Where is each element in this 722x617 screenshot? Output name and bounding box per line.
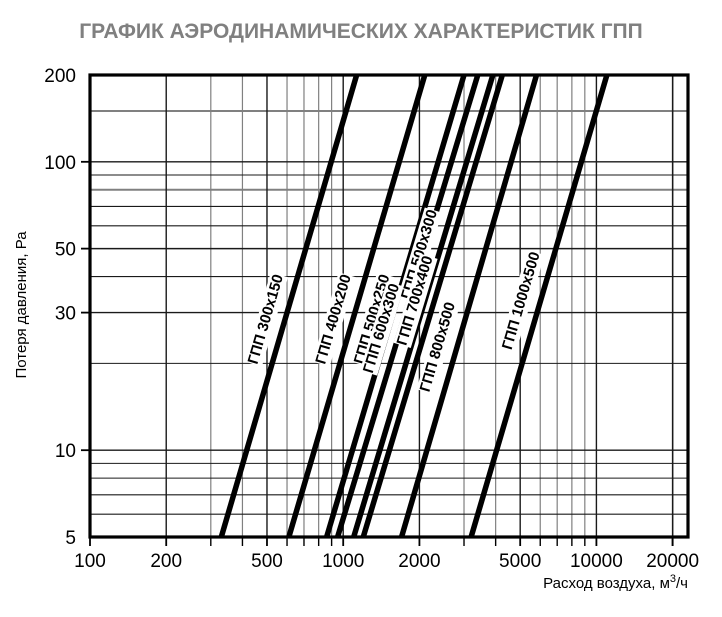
curve-lines [218,75,610,537]
x-axis-title-superscript: 3 [670,573,676,585]
minor-gridlines [90,75,688,537]
page-title: ГРАФИК АЭРОДИНАМИЧЕСКИХ ХАРАКТЕРИСТИК ГП… [79,20,643,43]
y-tick-label: 30 [55,304,76,325]
x-tick-label: 1000 [322,551,364,572]
axis-ticks [81,160,674,546]
x-tick-label: 2000 [398,551,440,572]
curve-label: ГПП 1000х500 [499,250,544,352]
x-tick-label: 5000 [499,551,541,572]
x-tick-label: 200 [150,551,182,572]
y-axis-title: Потеря давления, Ра [13,231,30,379]
y-tick-label: 100 [44,153,76,174]
y-tick-label: 50 [55,240,76,261]
curve-label-group: ГПП 300х150 [244,272,289,367]
x-axis-title-tail: /ч [676,575,688,592]
axis-tick-labels: 100 200 500 1000 2000 5000 10000 20000 200 100 50 3… [44,66,699,572]
y-tick-label: 200 [44,66,76,87]
x-axis-title: Расход воздуха, м3/ч [543,573,688,592]
plot-frame [88,73,690,539]
x-tick-label: 20000 [646,551,699,572]
y-tick-label: 10 [55,441,76,462]
x-tick-label: 500 [251,551,283,572]
x-tick-label: 10000 [570,551,623,572]
y-tick-label: 5 [65,528,76,549]
x-tick-label: 100 [74,551,106,572]
x-axis-title-main: Расход воздуха, м [543,575,670,592]
